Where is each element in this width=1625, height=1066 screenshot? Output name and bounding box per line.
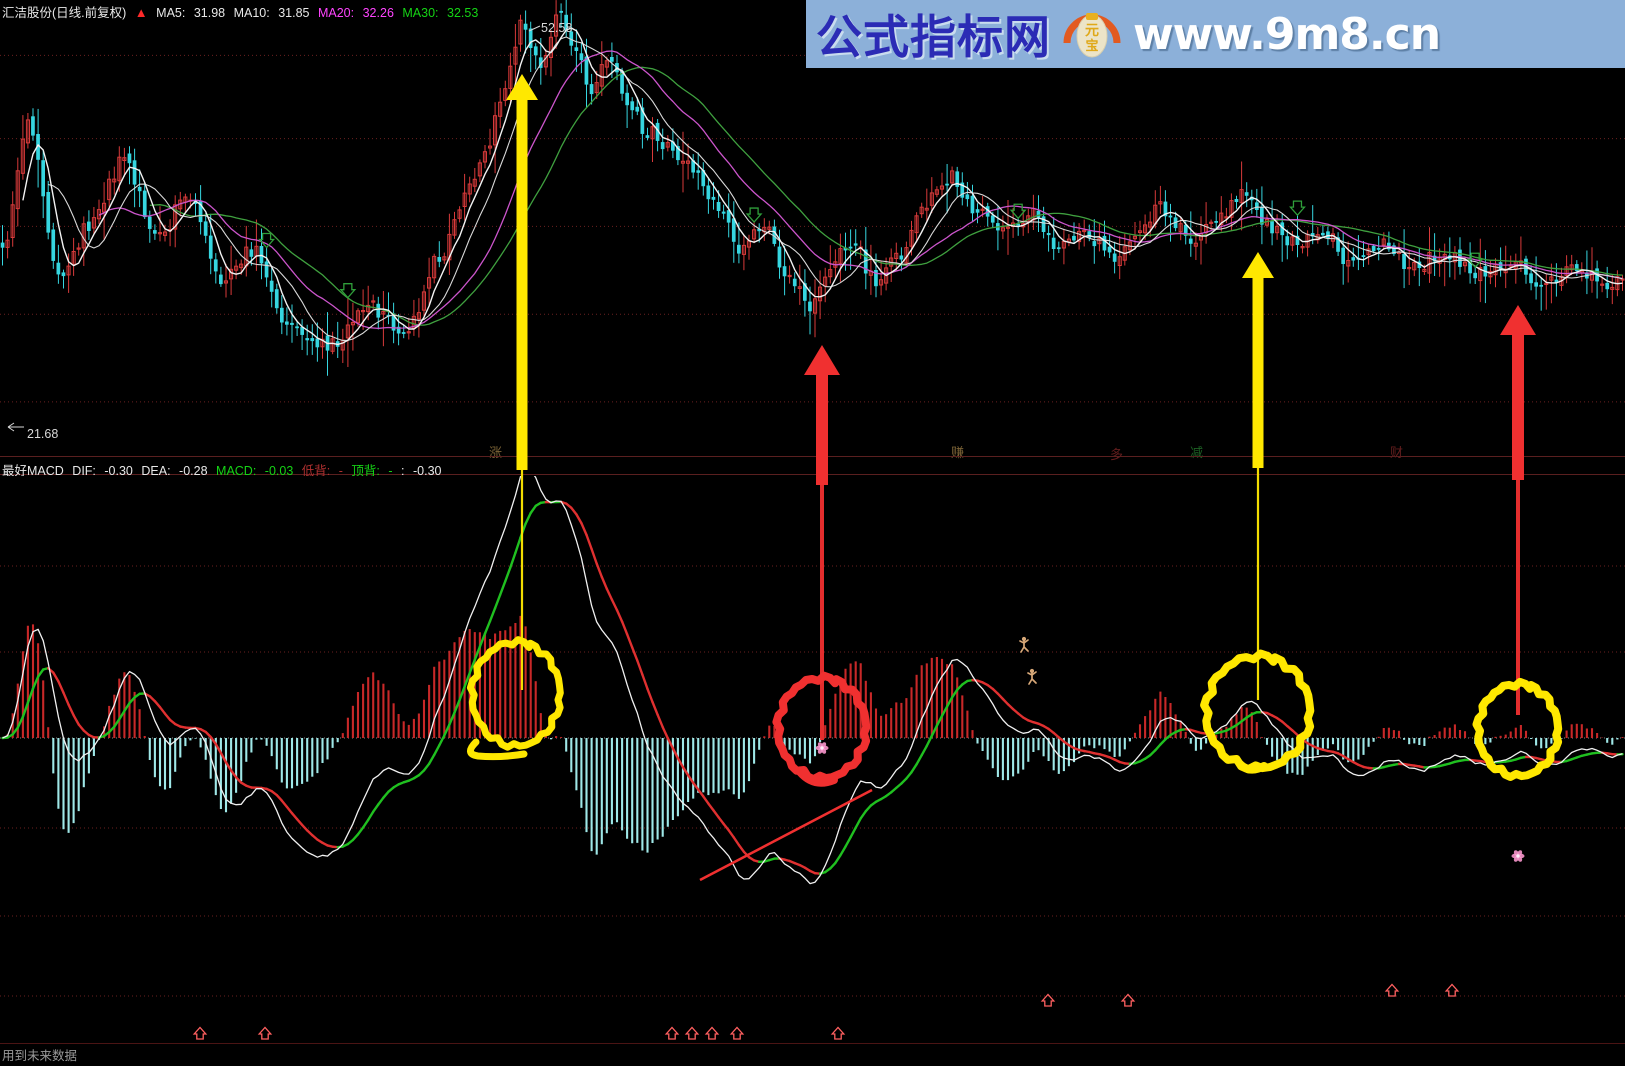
price-low-label: 21.68 [27,427,59,441]
dingbei-label: 顶背: [351,464,380,478]
ma20-label: MA20: [317,6,355,20]
ma10-label: MA10: [233,6,270,20]
svg-text:元: 元 [1085,23,1099,39]
dea-value: -0.28 [179,464,208,478]
macd-tail-label: : [401,464,405,478]
watermark-glyph-2: 多 [1110,448,1124,463]
dingbei-value: - [388,464,393,478]
pane-separator-top [0,456,1625,457]
ma10-value: 31.85 [278,6,310,20]
macd-legend: 最好MACD DIF: -0.30 DEA: -0.28 MACD: -0.03… [2,460,447,479]
ma20-value: 32.26 [362,6,394,20]
price-chart-canvas[interactable] [0,0,1625,462]
macd-chart-pane[interactable] [0,476,1625,1051]
price-high-label: 52.58 [541,21,573,35]
macd-chart-canvas[interactable] [0,476,1625,1051]
banner-cn-text: 公式指标网 [816,10,1051,64]
status-text: 用到未来数据 [2,1048,78,1063]
watermark-glyph-4: 财 [1390,446,1404,461]
ma5-label: MA5: [156,6,186,20]
watermark-glyph-0: 涨 [489,446,503,461]
dea-label: DEA: [141,464,171,478]
macd-indicator-name: 最好MACD [2,464,64,478]
ma5-value: 31.98 [193,6,226,20]
trend-up-icon: ▲ [134,5,148,20]
dif-value: -0.30 [104,464,133,478]
macd-tail-value: -0.30 [413,464,442,478]
price-legend: 汇洁股份(日线.前复权) ▲ MA5: 31.98 MA10: 31.85 MA… [2,2,483,21]
bottom-divider [0,1043,1625,1044]
macd-value: -0.03 [264,464,294,478]
price-chart-pane[interactable] [0,0,1625,462]
watermark-glyph-1: 赚 [951,446,965,461]
macd-label: MACD: [216,464,257,478]
ma30-label: MA30: [402,6,439,20]
svg-text:宝: 宝 [1085,38,1098,54]
dif-label: DIF: [72,464,96,478]
ma30-value: 32.53 [447,6,479,20]
site-banner: 公式指标网 元 宝 www.9m8.cn [806,0,1625,68]
watermark-glyph-3: 减 [1190,446,1204,461]
dibei-label: 低背: [301,464,331,478]
banner-logo-icon: 元 宝 [1061,3,1123,65]
dibei-value: - [338,464,343,478]
banner-url-text: www.9m8.cn [1133,8,1441,60]
symbol-title: 汇洁股份(日线.前复权) [2,6,127,20]
